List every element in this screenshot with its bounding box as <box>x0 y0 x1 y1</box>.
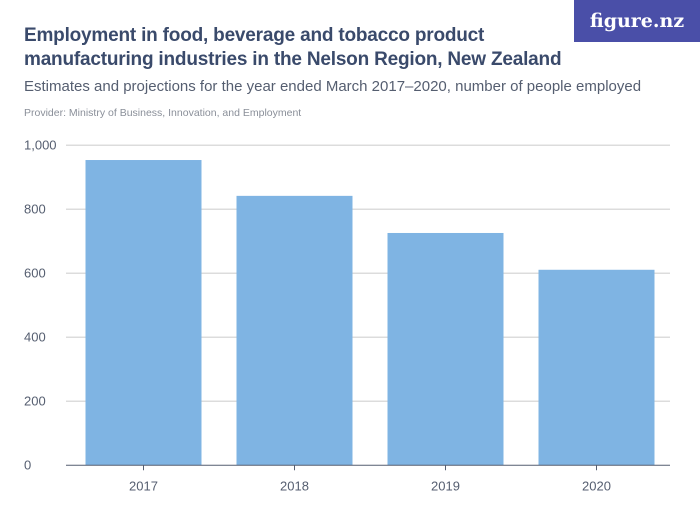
chart-title: Employment in food, beverage and tobacco… <box>24 25 562 70</box>
x-tick-label: 2019 <box>431 478 460 493</box>
chart-subtitle: Estimates and projections for the year e… <box>24 78 642 95</box>
x-tick-label: 2017 <box>129 478 158 493</box>
x-tick-label: 2020 <box>582 478 611 493</box>
provider-text: Provider: Ministry of Business, Innovati… <box>24 107 302 119</box>
y-tick-label: 400 <box>24 329 46 344</box>
bar-2017 <box>85 160 202 466</box>
y-tick-label: 600 <box>24 265 46 280</box>
bar-2018 <box>236 195 353 466</box>
bar-2019 <box>387 232 504 466</box>
y-tick-label: 800 <box>24 201 46 216</box>
figure-nz-logo[interactable]: figure.nz <box>574 0 700 42</box>
x-tick-label: 2018 <box>280 478 309 493</box>
y-tick-label: 1,000 <box>24 137 57 152</box>
y-tick-label: 200 <box>24 393 46 408</box>
y-tick-label: 0 <box>24 457 31 472</box>
bar-2020 <box>538 269 655 466</box>
